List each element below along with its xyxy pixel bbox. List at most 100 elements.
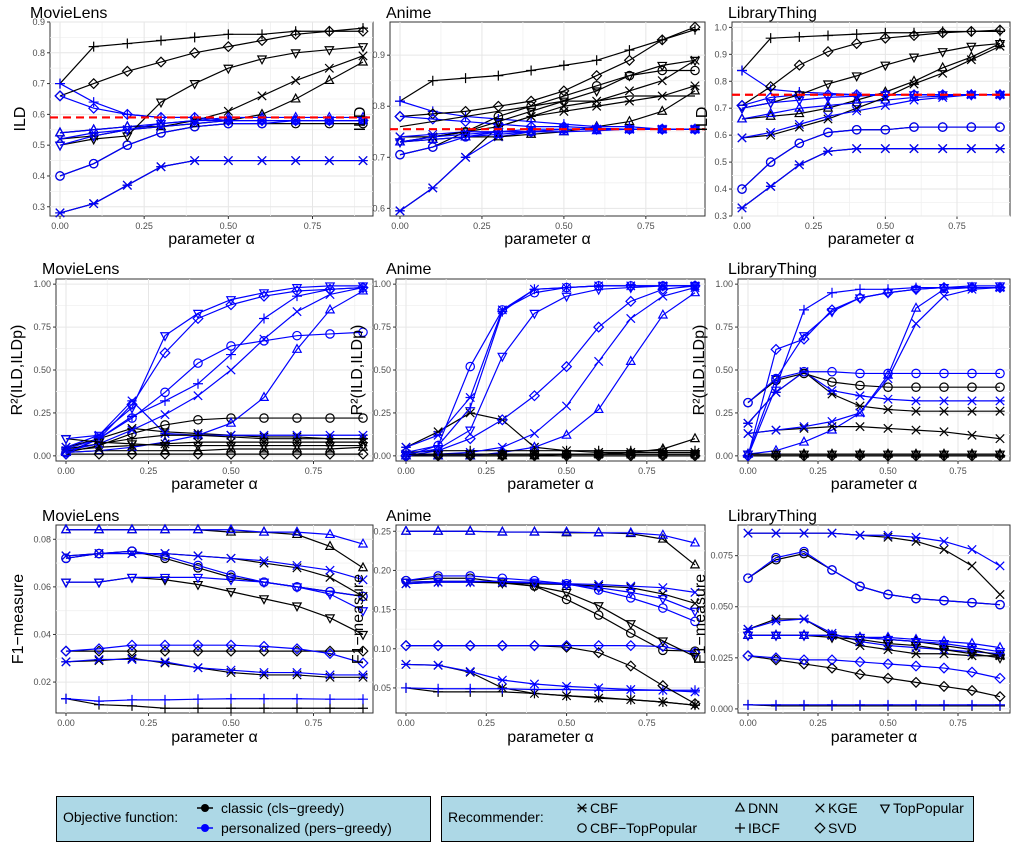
data-point	[798, 436, 810, 446]
series-line	[405, 687, 695, 691]
x-tick-label: 0.25	[809, 466, 827, 476]
data-point	[561, 525, 572, 536]
series-line	[741, 30, 1000, 71]
data-point	[127, 694, 137, 705]
y-tick-label: 0.25	[715, 408, 733, 418]
data-point	[324, 645, 336, 657]
data-point	[465, 577, 475, 587]
data-point	[770, 375, 782, 385]
data-point	[799, 528, 809, 538]
data-point	[225, 588, 237, 598]
x-tick-label: 0.75	[637, 221, 655, 231]
data-point	[657, 65, 668, 76]
data-point	[883, 532, 893, 542]
data-point	[94, 654, 104, 665]
data-point	[160, 420, 170, 430]
data-point	[657, 76, 667, 86]
y-axis-label: F1−measure	[10, 574, 27, 664]
x-tick-label: 0.25	[135, 221, 153, 231]
data-point	[823, 111, 833, 121]
y-tick-label: 0.10	[373, 644, 391, 654]
data-point	[827, 528, 837, 538]
data-point	[433, 660, 443, 670]
x-tick-label: 0.00	[397, 718, 415, 728]
data-point	[561, 684, 572, 695]
data-point	[995, 561, 1005, 571]
data-point	[401, 659, 411, 670]
data-point	[967, 430, 977, 440]
data-point	[765, 110, 776, 120]
data-point	[324, 63, 334, 73]
data-point	[798, 658, 810, 670]
data-point	[497, 675, 508, 685]
legend-marker-diamond	[814, 822, 826, 834]
data-point	[994, 648, 1006, 658]
y-tick-label: 0.75	[373, 322, 391, 332]
data-point	[880, 100, 890, 111]
data-point	[625, 694, 636, 705]
data-point	[624, 86, 635, 96]
data-point	[882, 635, 894, 646]
data-point	[851, 72, 862, 82]
data-point	[464, 639, 476, 652]
data-point	[994, 40, 1006, 50]
data-point	[225, 526, 237, 536]
data-point	[743, 528, 753, 538]
data-point	[909, 122, 919, 132]
data-point	[826, 308, 838, 318]
series-line	[406, 287, 696, 455]
data-point	[799, 614, 809, 624]
data-point	[561, 292, 572, 303]
series-line	[65, 400, 363, 448]
data-point	[765, 107, 776, 118]
data-point	[497, 525, 508, 536]
data-point	[225, 296, 237, 306]
series-line	[747, 285, 1000, 455]
data-point	[623, 54, 636, 66]
data-point	[493, 70, 504, 81]
series-line	[66, 529, 364, 545]
data-point	[159, 442, 171, 452]
data-point	[909, 144, 919, 154]
data-point	[939, 427, 949, 437]
series-line	[405, 412, 695, 454]
x-tick-label: 0.50	[879, 718, 897, 728]
data-point	[882, 672, 894, 684]
data-point	[561, 580, 572, 591]
data-point	[226, 553, 236, 563]
data-point	[690, 685, 700, 696]
chart-panel: LibraryThing 0.00 0.25 0.50 0.75 0.3 0.4 0.5 0.6…	[694, 5, 1011, 248]
data-point	[324, 614, 336, 624]
series-line	[59, 46, 364, 146]
data-point	[966, 55, 976, 65]
data-point	[911, 536, 921, 546]
data-point	[94, 696, 104, 707]
data-point	[324, 540, 336, 550]
data-point	[290, 92, 301, 103]
data-point	[465, 408, 475, 418]
data-point	[226, 431, 236, 442]
data-point	[737, 203, 747, 213]
y-tick-label: 0.7	[714, 103, 727, 113]
data-point	[126, 448, 138, 460]
data-point	[61, 657, 71, 667]
data-point	[357, 657, 369, 669]
y-tick-label: 0.4	[714, 184, 727, 194]
x-tick-label: 0.00	[739, 718, 757, 728]
data-point	[324, 528, 336, 539]
y-tick-label: 0.00	[33, 451, 51, 461]
data-point	[591, 55, 602, 66]
data-point	[258, 595, 270, 605]
data-point	[822, 45, 834, 58]
data-point	[966, 637, 978, 648]
data-point	[126, 404, 138, 414]
y-tick-label: 0.05	[373, 683, 391, 693]
data-point	[525, 128, 537, 138]
data-point	[55, 171, 65, 181]
series-line	[405, 285, 695, 454]
series-line	[747, 704, 1000, 707]
data-point	[358, 703, 368, 714]
series-line	[405, 285, 696, 457]
data-point	[226, 665, 236, 675]
series-line	[747, 286, 1001, 435]
